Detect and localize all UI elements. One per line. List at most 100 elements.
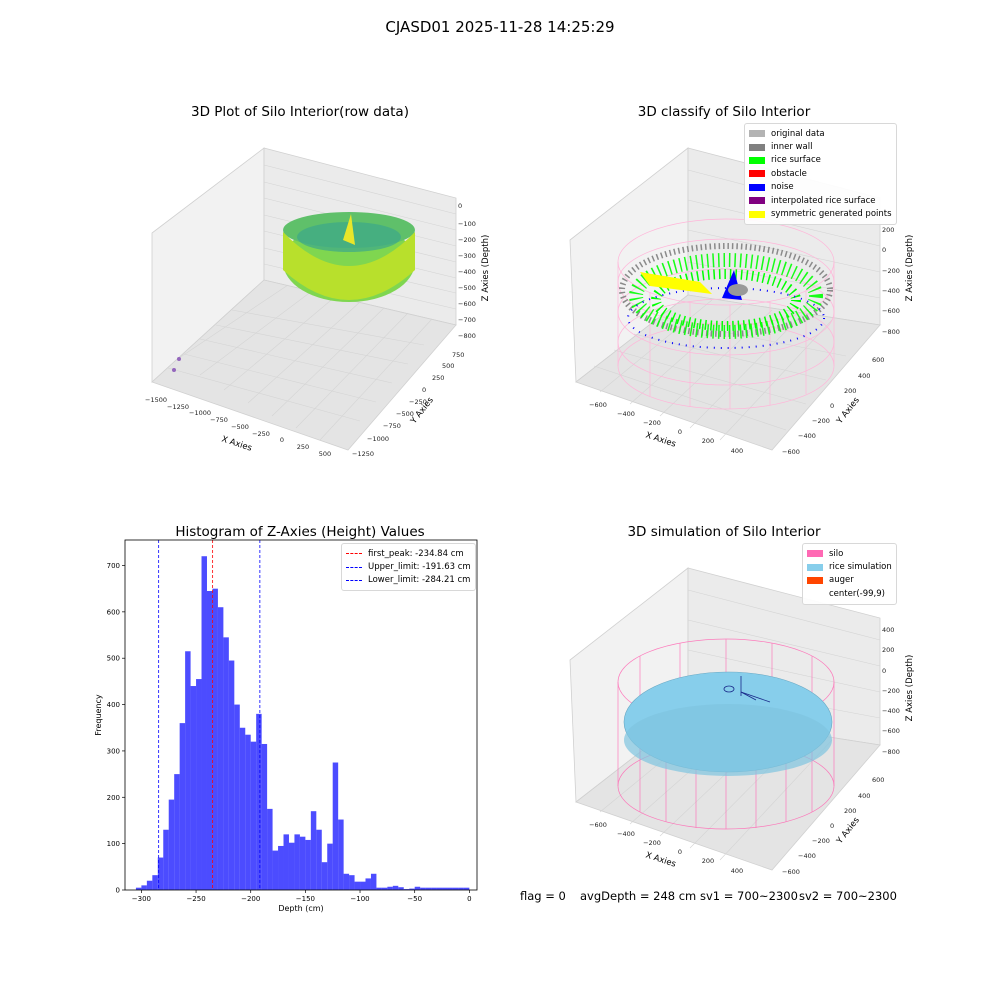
legend-label: inner wall bbox=[771, 142, 813, 153]
legend-label: obstacle bbox=[771, 168, 807, 179]
raw-z-tick: −500 bbox=[458, 284, 476, 292]
legend-entry-rice-surface: rice surface bbox=[749, 154, 892, 167]
raw-y-tick: −750 bbox=[383, 422, 401, 430]
histogram-x-tick-label: −200 bbox=[241, 895, 260, 903]
histogram-bar bbox=[212, 588, 218, 890]
legend-line bbox=[346, 566, 362, 568]
histogram-bar bbox=[305, 839, 311, 890]
classify-y-ticks: 600 400 200 0 −200 −400 −600 bbox=[782, 356, 884, 456]
raw-x-tick: 0 bbox=[280, 436, 284, 444]
histogram-x-tick-label: −100 bbox=[350, 895, 369, 903]
histogram-bar bbox=[272, 850, 279, 890]
simulation-rice-surface bbox=[623, 671, 833, 776]
histogram-bar bbox=[349, 875, 355, 890]
histogram-bar bbox=[152, 875, 158, 890]
raw-3d-axes[interactable]: −1500 −1250 −1000 −750 −500 −250 0 250 5… bbox=[0, 130, 500, 470]
raw-z-tick: −800 bbox=[458, 332, 476, 340]
histogram-legend: first_peak: -234.84 cm Upper_limit: -191… bbox=[341, 543, 476, 592]
histogram-bar bbox=[267, 808, 273, 890]
classify-x-tick: 400 bbox=[731, 447, 743, 455]
classify-y-tick: 0 bbox=[830, 402, 834, 410]
classify-panel-title: 3D classify of Silo Interior bbox=[637, 104, 811, 120]
legend-entry-silo: silo bbox=[807, 547, 892, 560]
legend-swatch bbox=[749, 210, 765, 218]
classify-z-tick: 0 bbox=[882, 246, 886, 254]
histogram-bar bbox=[442, 887, 448, 890]
simulation-z-label: Z Axies (Depth) bbox=[905, 655, 915, 722]
simulation-y-tick: 0 bbox=[830, 822, 834, 830]
raw-z-tick: −300 bbox=[458, 252, 476, 260]
histogram-bar bbox=[431, 887, 437, 890]
raw-z-tick: −600 bbox=[458, 300, 476, 308]
simulation-x-tick: 200 bbox=[702, 857, 714, 865]
histogram-bar bbox=[332, 762, 339, 890]
histogram-bar bbox=[387, 886, 393, 890]
histogram-bar bbox=[409, 888, 415, 890]
simulation-z-tick: 200 bbox=[882, 646, 894, 654]
simulation-z-tick: −400 bbox=[882, 707, 900, 715]
raw-z-label: Z Axies (Depth) bbox=[481, 235, 491, 302]
legend-label: rice surface bbox=[771, 155, 821, 166]
classify-z-tick: 200 bbox=[882, 226, 894, 234]
legend-swatch bbox=[807, 563, 823, 571]
histogram-y-tick-label: 500 bbox=[107, 655, 120, 663]
raw-z-ticks: 0 −100 −200 −300 −400 −500 −600 −700 −80… bbox=[458, 202, 476, 340]
classify-point-cloud bbox=[619, 243, 833, 349]
legend-swatch bbox=[749, 130, 765, 138]
histogram-bar bbox=[185, 651, 191, 890]
histogram-bar bbox=[425, 887, 432, 890]
histogram-bar bbox=[146, 880, 153, 890]
histogram-y-tick-label: 100 bbox=[107, 840, 120, 848]
legend-swatch bbox=[807, 576, 823, 584]
status-sv1: sv1 = 700~2300 bbox=[700, 889, 798, 903]
histogram-bar bbox=[458, 887, 464, 890]
simulation-x-ticks: −600 −400 −200 0 200 400 bbox=[589, 821, 743, 875]
histogram-bar bbox=[261, 743, 268, 890]
classify-y-tick: −200 bbox=[812, 417, 830, 425]
classify-z-tick: −200 bbox=[882, 267, 900, 275]
legend-label: noise bbox=[771, 182, 794, 193]
histogram-x-ticks: −300 −250 −200 −150 −100 −50 0 bbox=[132, 890, 472, 903]
histogram-bar bbox=[157, 857, 164, 890]
histogram-bar bbox=[245, 734, 251, 890]
histogram-y-tick-label: 700 bbox=[107, 562, 120, 570]
raw-z-tick: −700 bbox=[458, 316, 476, 324]
simulation-y-tick: −400 bbox=[798, 852, 816, 860]
simulation-y-tick: −600 bbox=[782, 868, 800, 876]
legend-line bbox=[346, 553, 362, 555]
simulation-x-tick: 400 bbox=[731, 867, 743, 875]
histogram-bar bbox=[447, 887, 453, 890]
legend-entry-first-peak: first_peak: -234.84 cm bbox=[346, 547, 471, 560]
legend-swatch bbox=[749, 170, 765, 178]
histogram-bar bbox=[250, 741, 257, 890]
simulation-legend: silo rice simulation auger center(-99,9) bbox=[802, 543, 897, 605]
raw-z-tick: −200 bbox=[458, 236, 476, 244]
histogram-bar bbox=[206, 590, 213, 890]
raw-x-tick: −750 bbox=[210, 416, 228, 424]
histogram-bar bbox=[217, 607, 224, 890]
histogram-bar bbox=[196, 679, 202, 890]
legend-entry-lower-limit: Lower_limit: -284.21 cm bbox=[346, 574, 471, 587]
histogram-title: Histogram of Z-Axies (Height) Values bbox=[175, 524, 425, 540]
legend-entry-interpolated-rice-surface: interpolated rice surface bbox=[749, 194, 892, 207]
histogram-y-tick-label: 0 bbox=[116, 887, 120, 895]
simulation-y-tick: 200 bbox=[844, 807, 856, 815]
classify-x-label: X Axies bbox=[644, 430, 677, 449]
histogram-bar bbox=[354, 881, 361, 890]
classify-y-tick: −400 bbox=[798, 432, 816, 440]
raw-z-tick: −100 bbox=[458, 220, 476, 228]
histogram-bar bbox=[283, 834, 289, 890]
histogram-bar bbox=[168, 799, 175, 890]
classify-x-tick: −400 bbox=[617, 410, 635, 418]
simulation-panel-title: 3D simulation of Silo Interior bbox=[627, 524, 821, 540]
histogram-bar bbox=[299, 836, 306, 890]
histogram-chart[interactable]: −300 −250 −200 −150 −100 −50 0 0 100 200 300 400 50… bbox=[0, 500, 500, 920]
histogram-y-tick-label: 200 bbox=[107, 794, 120, 802]
histogram-bar bbox=[376, 887, 382, 890]
histogram-bar bbox=[310, 811, 317, 890]
histogram-bar bbox=[190, 686, 197, 890]
raw-x-tick: 250 bbox=[297, 443, 309, 451]
simulation-3d-axes[interactable]: −600 −400 −200 0 200 400 X Axies 600 400… bbox=[500, 550, 920, 890]
legend-swatch bbox=[749, 143, 765, 151]
raw-y-ticks: 750 500 250 0 −250 −500 −750 −1000 −1250 bbox=[352, 351, 464, 458]
